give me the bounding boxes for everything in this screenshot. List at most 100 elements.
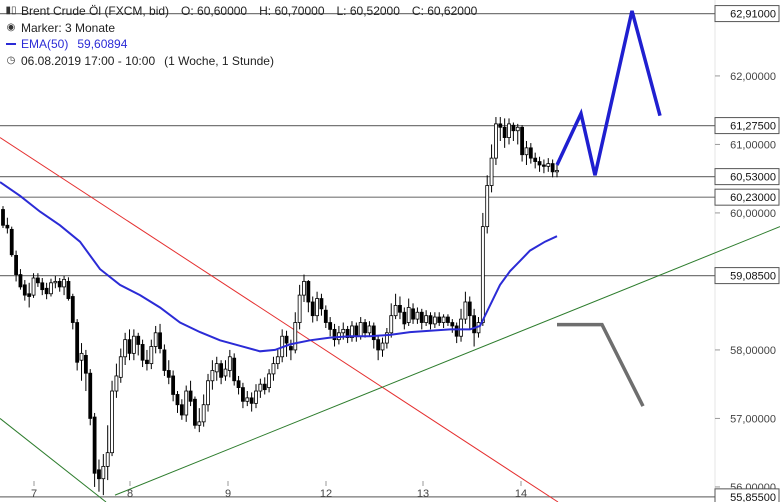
level-label-box — [714, 188, 780, 206]
candle-body — [118, 356, 123, 378]
candle-body — [406, 307, 411, 323]
candle-body — [31, 277, 36, 296]
candle-body — [450, 322, 455, 327]
trend-line-support — [114, 226, 780, 496]
candle-body — [83, 355, 88, 374]
x-tick-label: 13 — [417, 488, 429, 500]
candle-body — [193, 398, 197, 426]
candle-body — [49, 282, 53, 295]
candle-body — [524, 147, 529, 156]
candle-body — [441, 316, 446, 323]
candle-body — [53, 281, 58, 284]
candle-body — [345, 328, 350, 338]
candle-body — [350, 325, 354, 338]
marker-icon: ◉ — [6, 21, 16, 33]
candle-body — [232, 357, 237, 382]
candle-body — [101, 465, 106, 480]
candle-body — [210, 370, 215, 382]
candle-body — [40, 282, 45, 291]
candle-body — [14, 254, 18, 275]
candle-body — [92, 416, 97, 474]
candle-body — [384, 332, 389, 344]
candle-body — [376, 339, 381, 351]
candle-body — [528, 147, 533, 159]
instrument-row: ▮▯ Brent Crude Öl (FXCM, bid) O: 60,6000… — [4, 3, 477, 20]
candle-body — [140, 344, 145, 361]
candle-body — [411, 308, 415, 320]
candle-body — [227, 356, 232, 371]
level-label-box — [714, 267, 780, 285]
low-value: L: 60,52000 — [336, 4, 400, 18]
candle-body — [358, 322, 363, 337]
candle-body — [75, 322, 80, 363]
candle-body — [27, 293, 32, 297]
trend-lines — [0, 137, 780, 502]
candle-body — [550, 163, 555, 173]
candle-body — [249, 397, 254, 404]
candle-body — [158, 332, 162, 349]
period-label: (1 Woche, 1 Stunde) — [164, 53, 274, 68]
candlestick-icon: ▮▯ — [5, 5, 17, 16]
marker-label: Marker: 3 Monate — [21, 20, 116, 35]
candle-body — [284, 335, 289, 344]
candle-body — [459, 318, 463, 337]
candle-body — [70, 296, 75, 323]
candle-body — [437, 316, 442, 323]
candle-body — [88, 372, 93, 419]
candle-body — [428, 315, 433, 325]
candle-body — [262, 383, 267, 391]
candle-body — [214, 363, 219, 373]
candle-body — [219, 363, 224, 378]
candle-body — [363, 322, 367, 334]
x-tick-label: 14 — [515, 488, 527, 500]
candle-body — [507, 123, 511, 138]
candle-body — [44, 287, 49, 295]
trend-line-resistance — [0, 137, 559, 502]
projections — [555, 10, 662, 407]
candle-body — [22, 284, 27, 296]
candle-body — [289, 346, 293, 351]
candle-body — [197, 421, 202, 426]
candle-body — [97, 469, 101, 480]
candle-body — [502, 126, 507, 138]
candle-body — [35, 277, 40, 284]
candle-body — [489, 157, 494, 186]
x-tick-label: 8 — [127, 488, 133, 500]
candle-body — [419, 311, 424, 323]
candle-body — [555, 170, 559, 173]
candle-body — [9, 228, 14, 256]
candle-body — [389, 315, 394, 334]
candle-body — [315, 298, 319, 317]
candle-body — [542, 164, 546, 167]
chart-legend: ▮▯ Brent Crude Öl (FXCM, bid) O: 60,6000… — [4, 3, 477, 69]
candle-body — [110, 390, 114, 454]
price-levels — [0, 12, 715, 498]
candle-body — [188, 390, 193, 402]
candle-body — [162, 349, 167, 371]
candle-body — [79, 352, 84, 361]
candle-body — [267, 373, 271, 389]
ema-value: 59,60894 — [77, 37, 128, 51]
candle-body — [184, 390, 189, 416]
candle-body — [432, 316, 437, 325]
candlesticks — [1, 117, 559, 496]
candle-body — [62, 278, 66, 288]
candle-body — [1, 209, 5, 226]
candle-body — [57, 281, 62, 288]
high-value: H: 60,70000 — [259, 4, 325, 18]
candle-body — [123, 339, 128, 358]
candle-body — [18, 274, 23, 288]
candle-body — [136, 335, 141, 345]
candle-body — [145, 359, 149, 365]
candle-body — [520, 126, 525, 156]
level-label: 55,85500 — [730, 492, 776, 502]
ema-line — [0, 181, 558, 353]
candle-body — [236, 380, 241, 389]
candle-body — [297, 294, 302, 323]
candle-body — [546, 163, 551, 167]
open-value: O: 60,60000 — [181, 4, 248, 18]
candle-body — [310, 301, 315, 317]
candle-body — [341, 328, 346, 334]
candle-body — [467, 301, 472, 317]
price-axis: 56,0000057,0000058,0000060,0000061,00000… — [714, 5, 780, 502]
